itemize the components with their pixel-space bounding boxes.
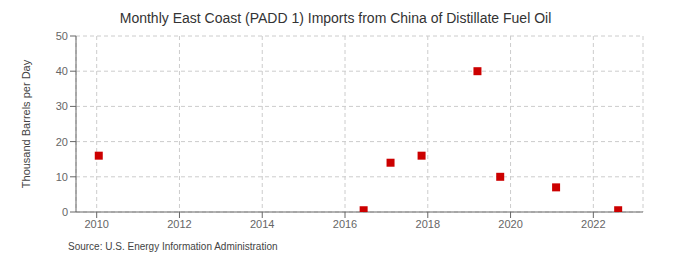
svg-text:2016: 2016	[333, 218, 357, 230]
svg-text:20: 20	[56, 136, 68, 148]
svg-text:2020: 2020	[498, 218, 522, 230]
svg-text:0: 0	[62, 206, 68, 218]
html-text:Monthly East Coast (PADD 1) Im: Monthly East Coast (PADD 1) Imports from…	[119, 10, 552, 26]
svg-text:2010: 2010	[84, 218, 108, 230]
svg-text:30: 30	[56, 100, 68, 112]
svg-text:Thousand Barrels per Day: Thousand Barrels per Day	[20, 59, 32, 188]
svg-text:50: 50	[56, 30, 68, 42]
svg-text:2014: 2014	[250, 218, 274, 230]
svg-text:2022: 2022	[581, 218, 605, 230]
svg-text:40: 40	[56, 65, 68, 77]
svg-text:2018: 2018	[416, 218, 440, 230]
svg-text:2012: 2012	[167, 218, 191, 230]
html-text:Source: U.S. Energy Informatio: Source: U.S. Energy Information Administ…	[68, 241, 278, 252]
svg-text:10: 10	[56, 171, 68, 183]
